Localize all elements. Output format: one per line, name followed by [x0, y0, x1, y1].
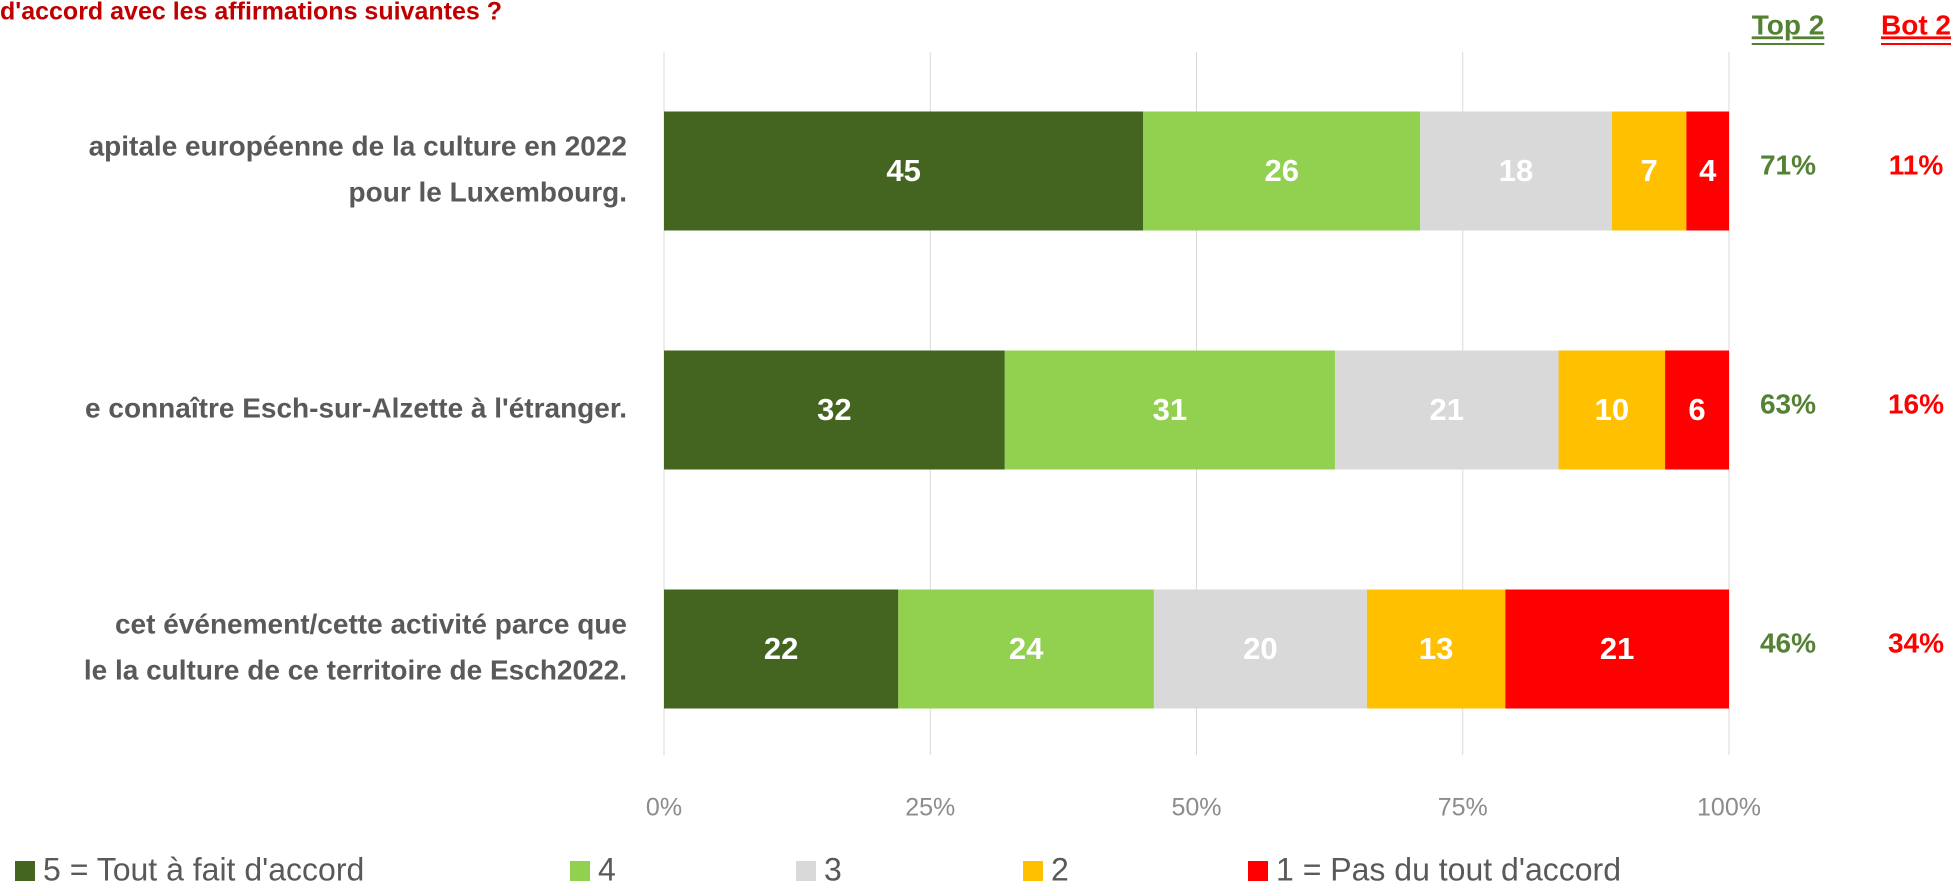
bar-segment [1558, 350, 1666, 470]
data-label: 13 [1419, 631, 1453, 666]
data-label: 21 [1430, 392, 1464, 427]
data-label: 21 [1600, 631, 1634, 666]
legend-swatch [1248, 861, 1268, 881]
bar-segment [664, 589, 899, 709]
bot2-header: Bot 2 [1881, 9, 1951, 40]
category-label: e connaître Esch-sur-Alzette à l'étrange… [85, 392, 627, 423]
legend-swatch [796, 861, 816, 881]
legend-label: 2 [1051, 851, 1069, 886]
legend-label: 1 = Pas du tout d'accord [1276, 851, 1621, 886]
x-tick-label: 0% [646, 794, 682, 822]
bar-segment [664, 350, 1005, 470]
bar-segment [664, 111, 1144, 231]
x-tick-label: 25% [905, 794, 955, 822]
bot2-value: 16% [1888, 388, 1944, 419]
data-label: 7 [1641, 153, 1658, 188]
data-label: 10 [1595, 392, 1629, 427]
chart-title: d'accord avec les affirmations suivantes… [0, 0, 502, 26]
bar-segment [1004, 350, 1335, 470]
bar-segment [1334, 350, 1559, 470]
data-label: 4 [1699, 153, 1717, 188]
data-label: 24 [1009, 631, 1044, 666]
legend-swatch [1023, 861, 1043, 881]
bar-segment [1686, 111, 1729, 231]
bot2-value: 34% [1888, 627, 1944, 658]
top2-header: Top 2 [1752, 9, 1825, 40]
top2-value: 71% [1760, 149, 1816, 180]
data-label: 18 [1499, 153, 1533, 188]
category-label: apitale européenne de la culture en 2022 [89, 130, 627, 161]
bot2-value: 11% [1889, 149, 1944, 180]
x-tick-label: 100% [1697, 794, 1761, 822]
bar-segment [898, 589, 1154, 709]
data-label: 45 [886, 153, 920, 188]
legend-label: 3 [824, 851, 842, 886]
data-label: 22 [764, 631, 798, 666]
legend-swatch [15, 861, 35, 881]
data-label: 32 [817, 392, 851, 427]
x-tick-label: 75% [1438, 794, 1488, 822]
legend-swatch [570, 861, 590, 881]
category-label: cet événement/cette activité parce que [115, 608, 627, 639]
bar-segment [1505, 589, 1729, 709]
bar-segment [1153, 589, 1367, 709]
legend-label: 4 [598, 851, 616, 886]
top2-value: 46% [1760, 627, 1816, 658]
category-label: pour le Luxembourg. [349, 176, 627, 207]
data-label: 6 [1688, 392, 1705, 427]
category-label: le la culture de ce territoire de Esch20… [84, 654, 627, 685]
bar-segment [1366, 589, 1506, 709]
data-label: 20 [1243, 631, 1277, 666]
bar-segment [1665, 350, 1729, 470]
data-label: 31 [1153, 392, 1187, 427]
bar-segment [1611, 111, 1687, 231]
x-tick-label: 50% [1171, 794, 1221, 822]
top2-value: 63% [1760, 388, 1816, 419]
data-label: 26 [1264, 153, 1298, 188]
bar-segment [1420, 111, 1612, 231]
bar-segment [1143, 111, 1421, 231]
legend-label: 5 = Tout à fait d'accord [43, 851, 364, 886]
